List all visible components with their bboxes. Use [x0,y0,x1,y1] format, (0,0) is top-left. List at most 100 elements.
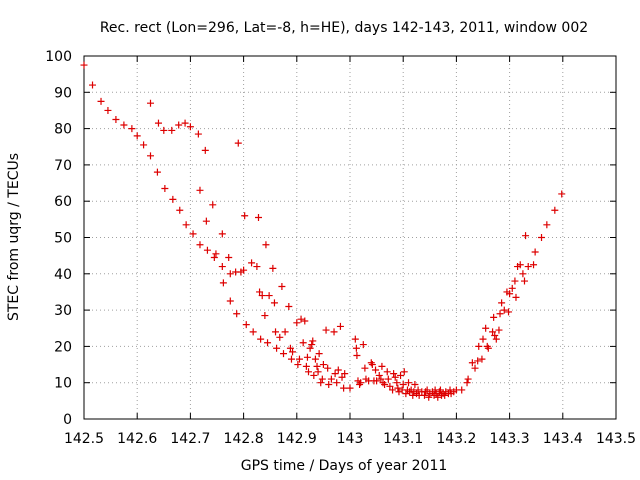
data-point [280,350,287,358]
data-point [372,366,380,374]
data-point [538,234,546,241]
data-point [273,344,281,352]
data-point [257,335,265,343]
data-point [201,146,209,154]
data-point [249,328,257,336]
data-point [368,361,376,369]
data-point [301,317,309,325]
data-point [161,184,169,192]
data-point [241,212,249,220]
data-point [147,99,154,107]
data-point [500,306,508,314]
data-point [281,328,289,336]
data-point [313,362,321,370]
data-point [395,388,403,396]
data-point [309,337,317,345]
data-point [338,373,346,381]
data-point [240,266,248,274]
data-point [154,119,162,127]
data-point [168,126,176,134]
x-tick-label: 142.6 [117,431,157,447]
data-point [218,263,226,271]
data-point [104,106,112,114]
data-point [182,221,190,229]
y-tick-labels: 0 10 20 30 40 50 60 70 80 90 100 [45,49,72,428]
data-point [441,391,449,399]
data-point [256,288,264,296]
data-point [425,393,433,401]
data-point [181,119,189,127]
data-point [511,277,519,285]
chart-title: Rec. rect (Lon=296, Lat=-8, h=HE), days … [100,20,588,36]
data-point [140,141,148,149]
data-point [294,361,302,369]
data-point [272,328,280,336]
data-point [324,364,332,372]
x-tick-label: 142.9 [277,431,317,447]
data-point [352,344,360,352]
data-point [474,357,482,365]
data-point [325,381,333,389]
data-point [169,195,177,203]
data-point [209,201,217,209]
data-point [299,339,307,347]
x-tick-label: 143.5 [596,431,636,447]
data-point [405,379,413,387]
data-point [436,386,444,394]
data-point [258,292,266,300]
data-point [289,348,297,356]
data-point [225,253,233,261]
data-point [306,344,314,352]
x-tick-label: 143.4 [543,431,583,447]
data-point [287,355,295,363]
data-point [359,341,367,349]
data-point [336,322,344,330]
data-point [367,359,375,367]
data-point [305,368,313,376]
data-point [393,379,401,387]
data-point [531,248,539,256]
data-point [464,375,472,383]
data-point [381,381,389,389]
y-tick-label: 10 [54,376,72,392]
grid-lines [84,56,616,419]
data-point [414,386,422,394]
data-point [112,116,120,124]
y-tick-label: 70 [54,158,72,174]
data-point [234,139,242,147]
data-point [219,279,227,287]
data-point [120,121,128,129]
data-point [285,302,293,310]
data-point [133,132,141,140]
data-point [175,121,183,129]
data-point [490,313,498,321]
data-point [482,324,490,332]
data-point [202,217,210,225]
data-point [491,332,499,340]
data-point [242,321,250,329]
data-point [233,310,241,318]
data-point [543,221,551,229]
y-tick-label: 20 [54,339,72,355]
y-tick-label: 0 [63,412,72,428]
x-axis-label: GPS time / Days of year 2011 [241,458,448,474]
data-point [262,241,270,249]
data-point [422,388,430,396]
data-point [270,299,278,307]
data-point [264,339,272,347]
data-point [196,186,204,194]
data-point [551,206,559,214]
data-point [226,297,234,305]
x-tick-label: 143 [337,431,364,447]
data-point [361,364,369,372]
data-point [479,335,487,343]
y-tick-label: 90 [54,85,72,101]
data-point [391,373,399,381]
data-point [495,326,503,334]
data-point [506,290,514,298]
data-point [341,370,349,378]
data-point [254,214,262,222]
data-point [302,362,310,370]
plot-area-border [83,55,617,420]
data-point [375,371,383,379]
